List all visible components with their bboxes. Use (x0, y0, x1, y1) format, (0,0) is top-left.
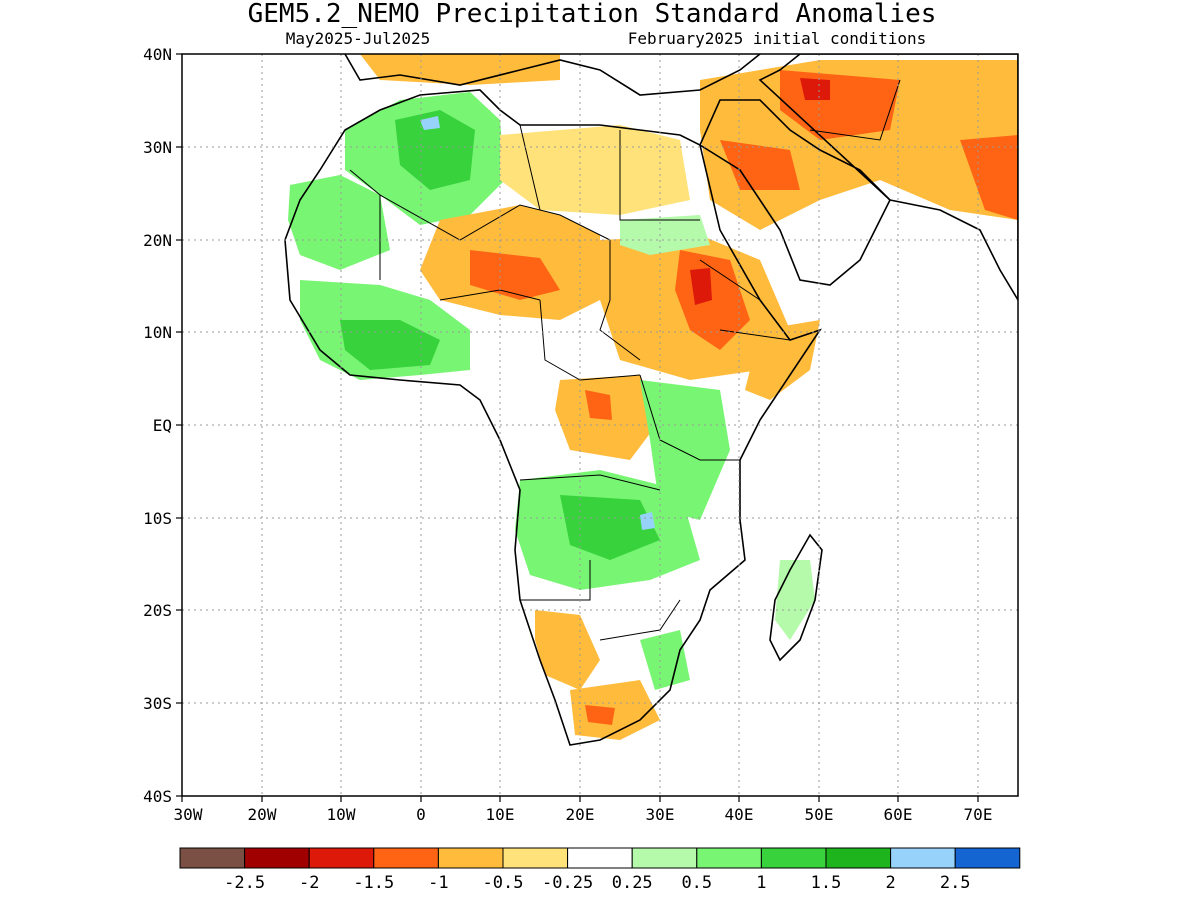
lon-label: 10W (327, 805, 356, 824)
colorbar-label: 1 (756, 873, 766, 893)
subtitle-period: May2025-Jul2025 (286, 29, 431, 48)
lat-label: 30S (143, 694, 172, 713)
lat-label: 40S (143, 787, 172, 806)
asia-coastline (758, 54, 1018, 302)
shade-somalia-dry (745, 320, 820, 400)
anomaly-shading (288, 54, 1018, 740)
chart-title: GEM5.2_NEMO Precipitation Standard Anoma… (248, 0, 937, 29)
colorbar-label: -0.5 (483, 873, 524, 893)
shade-sudan-wet (620, 215, 710, 255)
shade-northwest-africa-wetter (395, 110, 475, 190)
colorbar-label: 0.5 (681, 873, 712, 893)
subtitle-initial-conditions: February2025 initial conditions (628, 29, 927, 48)
colorbar-label: 2 (885, 873, 895, 893)
lat-label: EQ (153, 416, 172, 435)
colorbar-swatch (696, 847, 762, 869)
shade-zambia-wetter (560, 495, 660, 560)
shade-guinea-coast-wetter (340, 320, 440, 370)
colorbar-swatch (890, 847, 956, 869)
colorbar-label: 1.5 (811, 873, 842, 893)
colorbar-swatch (244, 847, 310, 869)
colorbar-label: 2.5 (940, 873, 971, 893)
graticule (182, 54, 1018, 796)
colorbar-swatches (179, 847, 1021, 869)
lon-label: 30W (174, 805, 203, 824)
colorbar-label: 0.25 (612, 873, 653, 893)
colorbar-label: -1.5 (353, 873, 394, 893)
colorbar-swatch (825, 847, 892, 869)
europe-coastline (344, 54, 761, 96)
lon-label: 50E (805, 805, 834, 824)
latitude-labels: 40N 30N 20N 10N EQ 10S 20S 30S 40S (143, 45, 172, 806)
shade-lake-wet (640, 512, 655, 530)
colorbar-swatch (631, 847, 698, 869)
lat-label: 10S (143, 509, 172, 528)
shade-central-sahara-dry (500, 125, 690, 215)
colorbar-label: -0.25 (542, 873, 593, 893)
shade-mozambique-wet (640, 630, 690, 690)
coastlines (284, 54, 1018, 746)
lon-label: 10E (486, 805, 515, 824)
shade-namibia-dry (535, 610, 600, 690)
colorbar-swatch (567, 847, 633, 869)
lat-label: 20S (143, 601, 172, 620)
shade-arabia-dry (720, 140, 800, 190)
colorbar-labels: -2.5 -2 -1.5 -1 -0.5 -0.25 0.25 0.5 1 1.5 2 2.5 (224, 873, 970, 893)
colorbar-swatch (954, 847, 1021, 869)
lat-label: 10N (143, 323, 172, 342)
colorbar-label: -1 (428, 873, 448, 893)
africa-coastline (284, 89, 822, 746)
lon-label: 40E (725, 805, 754, 824)
shade-atlas-wet (420, 116, 440, 130)
lon-label: 20W (248, 805, 277, 824)
shade-iraq-driest (800, 78, 830, 100)
axis-ticks (176, 53, 979, 802)
shade-india-dry (960, 135, 1018, 220)
country-borders (349, 79, 901, 641)
arabia-coastline (698, 99, 891, 286)
colorbar-swatch (373, 847, 439, 869)
shade-east-africa-wet (640, 380, 730, 520)
lat-label: 20N (143, 231, 172, 250)
colorbar-label: -2.5 (224, 873, 265, 893)
shade-mauritania-wet (288, 175, 390, 270)
colorbar-swatch (760, 847, 827, 869)
lon-label: 70E (964, 805, 993, 824)
shade-mediterranean-dry (360, 54, 560, 85)
lon-label: 60E (884, 805, 913, 824)
shade-ethiopia-driest (690, 268, 712, 305)
madagascar-coastline (769, 533, 823, 662)
lon-label: 0 (416, 805, 426, 824)
shade-sahel-dryer (470, 250, 560, 300)
lon-label: 20E (566, 805, 595, 824)
lat-label: 40N (143, 45, 172, 64)
colorbar-label: -2 (299, 873, 319, 893)
colorbar-swatch (437, 847, 504, 869)
lon-label: 30E (646, 805, 675, 824)
longitude-labels: 30W 20W 10W 0 10E 20E 30E 40E 50E 60E 70… (174, 805, 993, 824)
shade-south-africa-dryer (585, 705, 615, 725)
colorbar-swatch (502, 847, 569, 869)
lat-label: 30N (143, 138, 172, 157)
colorbar-swatch (308, 847, 375, 869)
shade-south-africa-dry (570, 680, 660, 740)
shade-congo-dryer (585, 390, 612, 420)
colorbar: -2.5 -2 -1.5 -1 -0.5 -0.25 0.25 0.5 1 1.5 2 2.5 (179, 847, 1021, 893)
colorbar-swatch (179, 847, 246, 869)
